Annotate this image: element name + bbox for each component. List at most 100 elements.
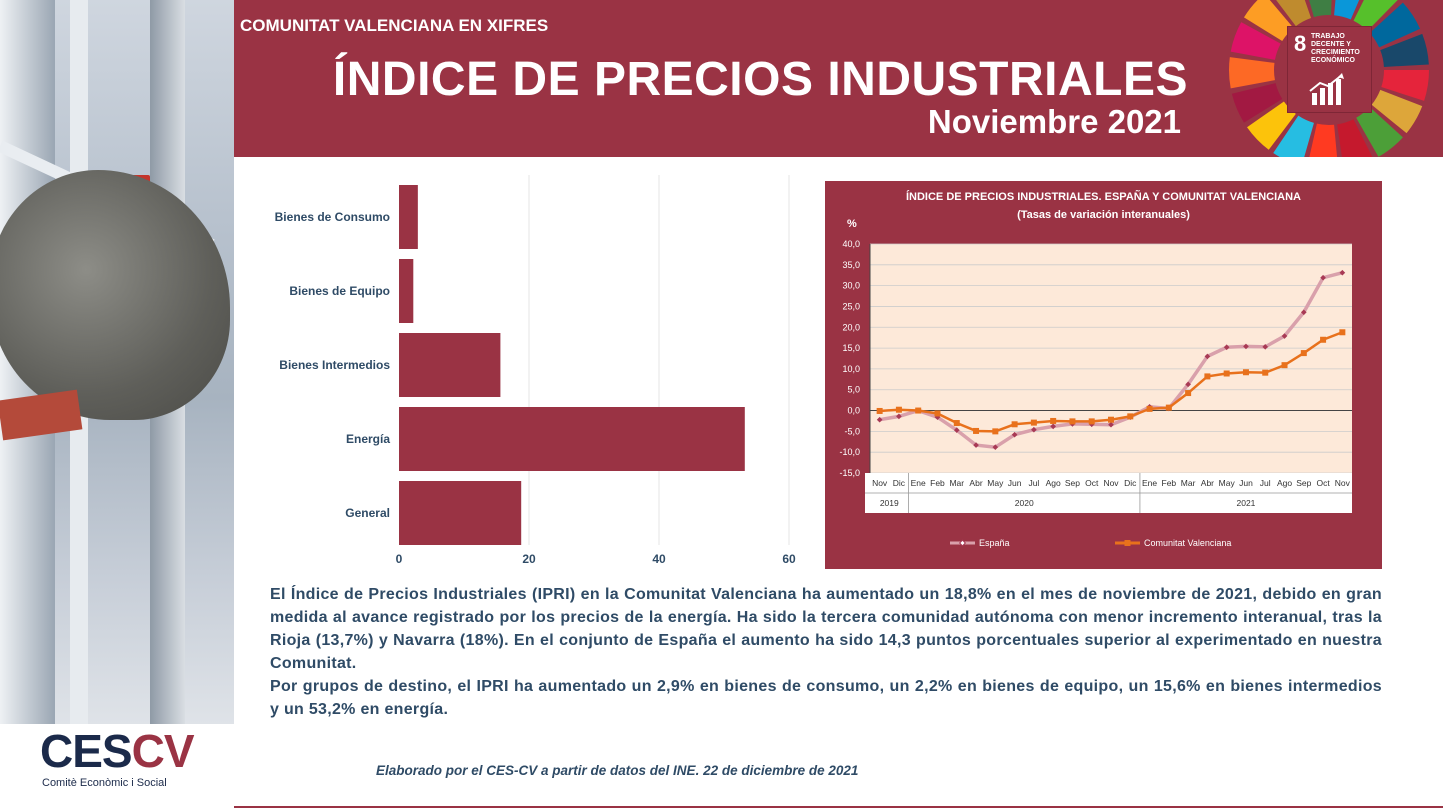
point: [1262, 344, 1269, 350]
header-banner: COMUNITAT VALENCIANA EN XIFRES ÍNDICE DE…: [234, 0, 1443, 157]
point: [915, 407, 922, 414]
bar-chart: 0 20 40 60 Bienes de Consumo Bienes de Equipo…: [234, 160, 814, 585]
x-tick-label: Jul: [1028, 478, 1039, 488]
x-tick-label: Feb: [1162, 478, 1177, 488]
x-tick-label: Oct: [1316, 478, 1330, 488]
body-paragraph: Por grupos de destino, el IPRI ha aument…: [270, 678, 1382, 718]
point: [1243, 343, 1249, 350]
x-tick-label: Jul: [1260, 478, 1271, 488]
sdg-wheel-segment: [1276, 0, 1312, 27]
sdg-wheel-segment: [1229, 57, 1275, 89]
bar-category-label: Bienes Intermedios: [279, 358, 390, 372]
point: [1127, 413, 1134, 420]
point: [1050, 423, 1056, 430]
page-title: ÍNDICE DE PRECIOS INDUSTRIALES: [332, 53, 1188, 106]
logo-cv: CV: [131, 725, 195, 777]
legend-marker: [958, 539, 967, 547]
page-subtitle: Noviembre 2021: [927, 103, 1181, 140]
sdg-wheel-segment: [1337, 119, 1373, 157]
bar: [399, 333, 501, 397]
bar-chart-svg: 0 20 40 60 Bienes de Consumo Bienes de Equipo…: [275, 175, 796, 566]
legend-label: España: [979, 538, 1010, 548]
point: [1281, 362, 1288, 369]
x-tick-label: May: [987, 478, 1004, 488]
point: [895, 406, 902, 413]
year-label: 2019: [880, 498, 899, 508]
x-tick-label: Abr: [969, 478, 982, 488]
bar: [399, 407, 745, 471]
sdg-wheel-segment: [1380, 33, 1429, 67]
point: [1204, 353, 1211, 360]
point: [1146, 405, 1153, 412]
point: [934, 410, 941, 417]
sdg-wheel-icon: [1229, 0, 1429, 157]
sdg-wheel-segment: [1369, 2, 1421, 48]
bar-x-tick: 60: [782, 552, 796, 566]
point: [1185, 390, 1192, 397]
point: [1108, 421, 1114, 428]
x-tick-label: Dic: [893, 478, 906, 488]
bar-category-label: Bienes de Consumo: [275, 210, 390, 224]
point: [953, 427, 960, 433]
y-tick-label: 30,0: [842, 281, 860, 291]
bar-category-label: Bienes de Equipo: [289, 284, 390, 298]
sdg-number: 8: [1294, 31, 1307, 56]
point: [953, 420, 960, 427]
point: [992, 428, 999, 435]
sdg-wheel-segment: [1334, 0, 1360, 20]
bar-x-tick: 40: [652, 552, 666, 566]
y-tick-label: 5,0: [847, 385, 860, 395]
point: [876, 407, 883, 414]
sdg-wheel-segment: [1371, 89, 1423, 134]
line-chart: ÍNDICE DE PRECIOS INDUSTRIALES. ESPAÑA Y…: [825, 181, 1382, 569]
point: [1108, 416, 1114, 423]
x-tick-label: Nov: [1335, 478, 1351, 488]
point: [992, 444, 999, 451]
line-chart-svg: 40,0 35,0 30,0 25,0 20,0 15,0 10,0 5,0 0,0 -5,0 -1…: [839, 239, 1352, 548]
x-tick-label: May: [1219, 478, 1236, 488]
y-tick-label: 25,0: [842, 301, 860, 311]
point: [1281, 333, 1288, 339]
bar: [399, 185, 418, 249]
line-chart-subtitle: (Tasas de variación interanuales): [1017, 209, 1190, 221]
bar-x-tick: 20: [522, 552, 536, 566]
x-tick-label: Sep: [1296, 478, 1311, 488]
point: [1088, 418, 1095, 425]
y-tick-label: 10,0: [842, 364, 860, 374]
logo-ces: CES: [40, 725, 133, 777]
point: [1050, 417, 1057, 424]
year-label: 2021: [1236, 498, 1255, 508]
sdg-wheel-segment: [1309, 123, 1338, 157]
x-tick-label: Mar: [1181, 478, 1196, 488]
growth-chart-icon: [1309, 73, 1344, 105]
bar: [399, 259, 414, 323]
point: [1011, 431, 1018, 438]
line-chart-title: ÍNDICE DE PRECIOS INDUSTRIALES. ESPAÑA Y…: [905, 191, 1301, 203]
y-tick-label: 0,0: [847, 406, 860, 416]
sdg-wheel-segment: [1247, 101, 1296, 150]
x-tick-label: Ene: [1142, 478, 1157, 488]
bottom-divider: [234, 806, 1443, 808]
x-tick-label: Oct: [1085, 478, 1099, 488]
sdg-badge: 8 TRABAJO DECENTE Y CRECIMIENTO ECONÓMIC…: [1214, 0, 1443, 157]
sdg-wheel-segment: [1230, 22, 1281, 60]
sdg-goal-box: 8 TRABAJO DECENTE Y CRECIMIENTO ECONÓMIC…: [1287, 26, 1372, 113]
header-kicker: COMUNITAT VALENCIANA EN XIFRES: [240, 16, 549, 35]
sdg-wheel-segment: [1309, 0, 1332, 18]
body-paragraph: El Índice de Precios Industriales (IPRI)…: [270, 586, 1382, 672]
cescv-logo: CESCV Comitè Econòmic i Social: [40, 725, 194, 795]
year-label: 2020: [1015, 498, 1034, 508]
x-tick-label: Sep: [1065, 478, 1080, 488]
point: [1204, 373, 1211, 380]
point: [1223, 370, 1230, 377]
y-axis-label: %: [847, 218, 857, 230]
x-tick-label: Mar: [949, 478, 964, 488]
y-tick-label: 20,0: [842, 322, 860, 332]
point: [1300, 350, 1307, 357]
sdg-wheel-segment: [1353, 0, 1398, 31]
point: [1030, 419, 1037, 426]
x-tick-label: Ene: [911, 478, 926, 488]
bar-category-label: Energía: [346, 432, 390, 446]
point: [1185, 381, 1191, 388]
sdg-wheel-segment: [1381, 70, 1429, 101]
